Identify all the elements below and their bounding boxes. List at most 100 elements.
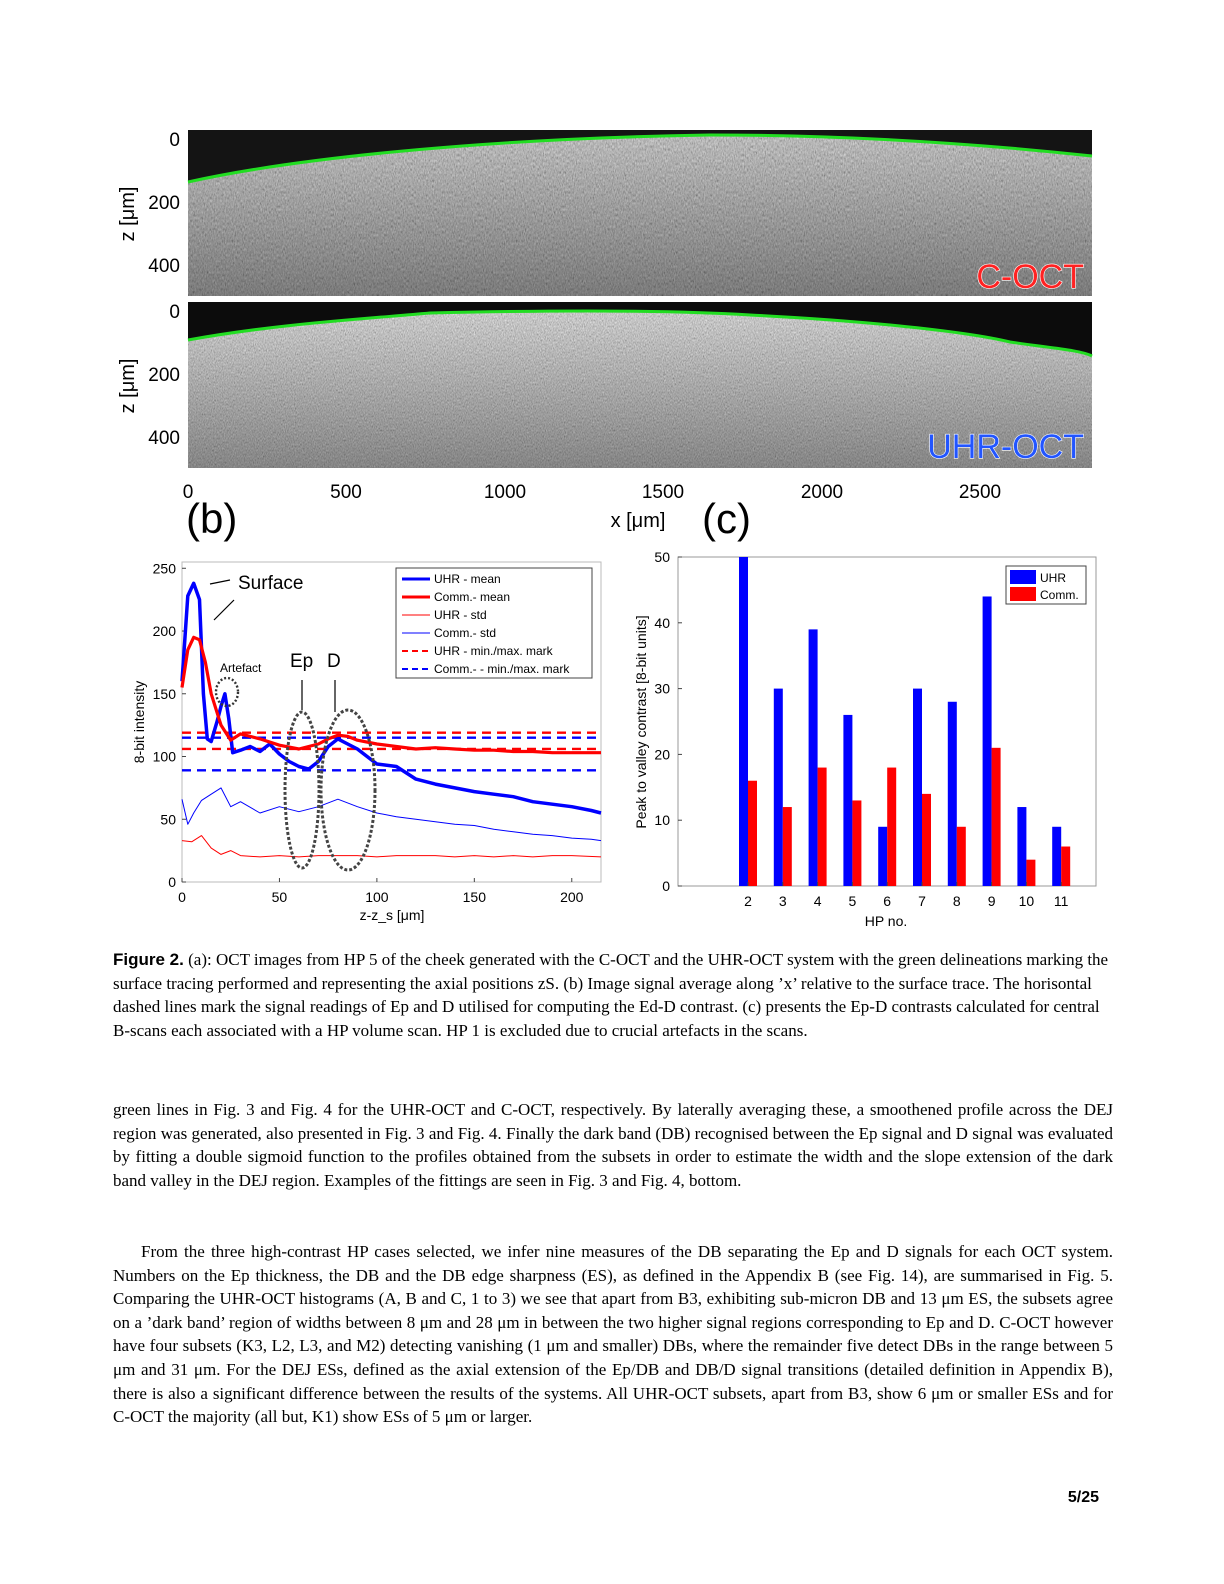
uhr-oct-label: UHR-OCT [927,428,1084,466]
coct-z-tick-0: 0 [169,130,180,151]
uhr-z-tick-400: 400 [148,428,180,449]
chart-c-xtick-label: 4 [814,893,822,909]
series-line-3 [181,787,602,842]
annotation-d: D [327,651,341,672]
uhr-surface-trace [187,309,1093,358]
panel-c-bar-chart: 0 10 20 30 40 50 2 3 4 5 6 7 8 9 10 11 UHR Comm. Peak … [633,549,1097,929]
chart-b-legend: UHR - mean Comm.- mean UHR - std Comm.- … [395,567,593,679]
chart-c-ylabel: Peak to valley contrast [8-bit units] [633,615,649,828]
chart-b-ytick-label: 50 [160,811,176,827]
panel-b-letter: (b) [186,495,238,542]
coct-label: C-OCT [976,258,1084,296]
bar-comm-hp11 [1061,846,1071,886]
chart-c-xtick-label: 3 [779,893,787,909]
chart-c-xtick-label: 8 [953,893,961,909]
paragraph-2: From the three high-contrast HP cases se… [113,1242,1113,1427]
legend-uhr: UHR [1040,571,1066,585]
bar-comm-hp7 [922,793,931,886]
x-tick-1500: 1500 [642,482,684,503]
bar-comm-hp10 [1026,859,1036,886]
chart-c-ytick-label: 20 [654,746,670,762]
chart-c-xtick-label: 9 [988,893,996,909]
coct-z-tick-400: 400 [148,256,180,277]
chart-b-ytick-label: 250 [153,560,177,576]
figure-caption: Figure 2. (a): OCT images from HP 5 of t… [113,948,1113,1042]
panel-b-line-chart: 0 50 100 150 200 250 0 50 100 150 200 Surface Art… [131,560,602,923]
chart-b-ylabel: 8-bit intensity [131,681,147,763]
chart-c-xtick-label: 2 [744,893,752,909]
chart-c-ytick-label: 30 [654,681,670,697]
legend-comm-mark: Comm.- - min./max. mark [434,662,570,676]
series-line-1 [180,635,601,755]
legend-comm: Comm. [1040,588,1079,602]
surface-pointer-2 [213,599,235,621]
legend-uhr-mean: UHR - mean [434,572,501,586]
bar-uhr-hp7 [913,688,922,886]
chart-b-xtick-label: 150 [463,889,487,905]
panel-a-oct-images: 0 200 400 0 200 400 z [μm] z [μm] C-OCT … [117,130,1093,532]
chart-c-xtick-label: 6 [883,893,891,909]
caption-label: Figure 2. [113,950,184,969]
chart-b-ytick-label: 0 [168,874,176,890]
legend-comm-mean: Comm.- mean [434,590,510,604]
uhr-z-tick-0: 0 [169,302,180,323]
d-ellipse [319,708,377,872]
coct-z-axis-label: z [μm] [117,187,139,242]
series-line-0 [180,581,602,815]
bar-uhr-hp2 [739,557,748,886]
bar-comm-hp2 [748,780,757,886]
x-tick-0: 0 [183,482,194,503]
chart-c-ytick-label: 10 [654,812,670,828]
chart-b-xtick-label: 50 [272,889,288,905]
chart-b-ytick-label: 200 [153,623,177,639]
bar-comm-hp3 [782,807,792,886]
bar-uhr-hp3 [773,688,783,886]
chart-b-ytick-label: 100 [153,749,177,765]
legend-uhr-std: UHR - std [434,608,487,622]
chart-b-xtick-label: 200 [560,889,584,905]
coct-z-tick-200: 200 [148,193,180,214]
uhr-z-tick-200: 200 [148,365,180,386]
bar-uhr-hp5 [843,714,853,886]
chart-c-ytick-label: 40 [654,615,670,631]
legend-swatch-uhr [1010,570,1036,584]
legend-swatch-comm [1010,587,1036,601]
annotation-artefact: Artefact [220,661,262,675]
bar-comm-hp5 [852,800,862,886]
bar-uhr-hp6 [878,826,888,886]
panel-c-letter: (c) [702,495,751,542]
bar-uhr-hp8 [947,701,957,886]
bar-comm-hp6 [887,767,897,886]
legend-comm-std: Comm.- std [434,626,496,640]
bar-uhr-hp4 [808,629,818,886]
annotation-surface: Surface [238,573,303,594]
paragraph-1: green lines in Fig. 3 and Fig. 4 for the… [113,1100,1113,1190]
bar-uhr-hp10 [1017,807,1027,886]
chart-c-legend: UHR Comm. [1005,565,1087,605]
chart-c-xtick-label: 11 [1054,893,1069,909]
chart-c-xlabel: HP no. [865,913,908,929]
uhr-z-axis-label: z [μm] [117,359,139,414]
bar-uhr-hp9 [982,596,992,886]
caption-text: (a): OCT images from HP 5 of the cheek g… [113,950,1109,1040]
chart-b-xtick-label: 100 [365,889,389,905]
chart-b-xlabel: z-z_s [μm] [360,907,425,923]
legend-uhr-mark: UHR - min./max. mark [434,644,554,658]
x-tick-2500: 2500 [959,482,1001,503]
chart-b-xtick-label: 0 [178,889,186,905]
chart-c-ytick-label: 0 [662,878,670,894]
bar-uhr-hp11 [1052,826,1062,886]
bar-comm-hp9 [991,747,1001,886]
bar-comm-hp8 [956,826,966,886]
coct-surface-trace [187,133,1093,184]
artefact-ellipse [214,676,240,708]
bar-comm-hp4 [817,767,827,886]
x-axis-label: x [μm] [611,510,666,532]
x-tick-2000: 2000 [801,482,843,503]
annotation-ep: Ep [290,651,313,672]
chart-c-xtick-label: 7 [918,893,926,909]
chart-b-ytick-label: 150 [153,686,177,702]
series-line-2 [181,835,602,858]
x-tick-500: 500 [330,482,362,503]
x-tick-1000: 1000 [484,482,526,503]
